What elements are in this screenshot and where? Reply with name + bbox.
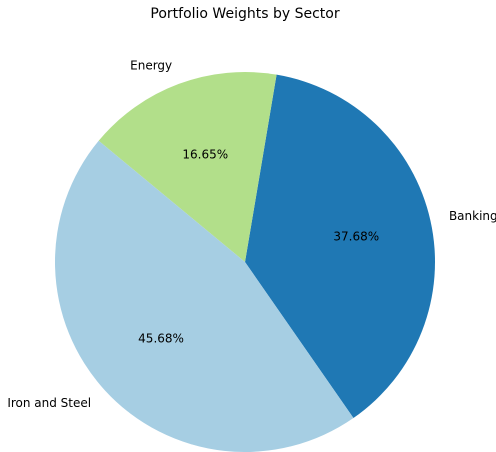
value-label: 37.68%: [333, 230, 379, 244]
slice-label: Energy: [130, 59, 172, 73]
value-label: 45.68%: [138, 332, 184, 346]
value-label: 16.65%: [182, 148, 228, 162]
pie-slice: [98, 71, 277, 262]
slice-label: Banking: [449, 209, 496, 223]
slice-label: Iron and Steel: [7, 396, 91, 410]
chart-title: Portfolio Weights by Sector: [150, 6, 339, 22]
pie-slice: [245, 74, 436, 419]
pie-slice: [55, 140, 354, 452]
